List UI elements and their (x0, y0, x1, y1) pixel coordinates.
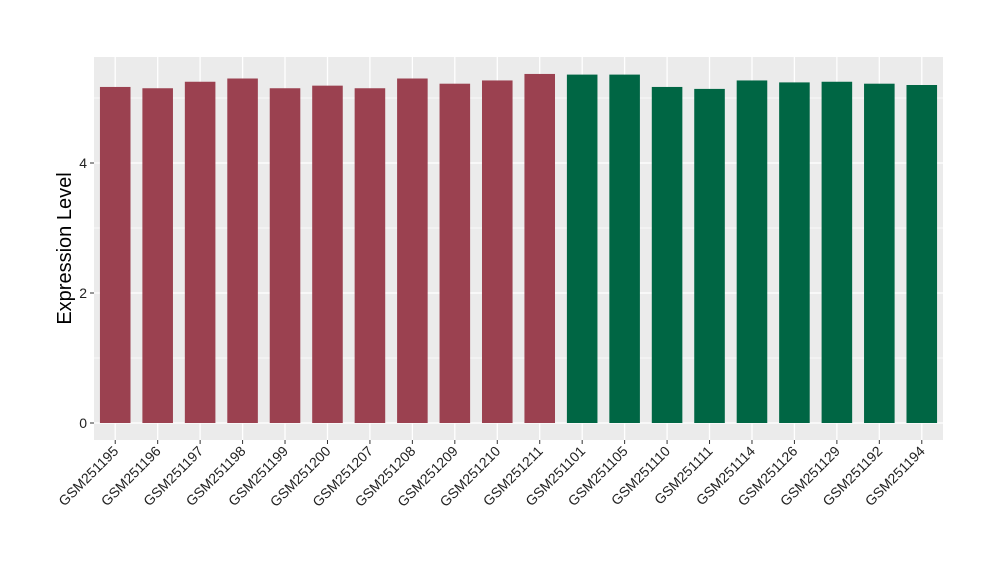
bar-GSM251197 (184, 81, 216, 423)
y-axis: 0 2 4 (79, 155, 94, 431)
bar-GSM251126 (779, 82, 810, 424)
bar-GSM251195 (99, 86, 131, 423)
bar-GSM251198 (227, 78, 258, 423)
bar-GSM251111 (694, 88, 725, 424)
y-tick-label: 0 (79, 415, 87, 431)
bar-GSM251196 (142, 88, 173, 423)
bar-GSM251207 (354, 88, 386, 423)
bar-GSM251211 (524, 73, 556, 423)
bar-GSM251200 (312, 85, 343, 424)
bar-GSM251192 (864, 83, 895, 423)
plot-panel (94, 57, 943, 440)
bar-GSM251129 (821, 81, 853, 423)
y-tick-label: 4 (79, 155, 87, 171)
bar-GSM251105 (609, 74, 640, 423)
y-axis-title: Expression Level (54, 172, 76, 324)
bar-GSM251199 (269, 88, 301, 423)
bar-GSM251110 (651, 86, 683, 423)
y-tick-label: 2 (79, 285, 87, 301)
bar-GSM251210 (481, 80, 513, 423)
bar-GSM251209 (439, 83, 471, 423)
bars (99, 73, 938, 424)
bar-GSM251101 (566, 74, 598, 423)
bar-GSM251114 (736, 80, 768, 423)
bar-GSM251208 (397, 78, 428, 423)
bar-GSM251194 (906, 85, 938, 423)
x-axis: GSM251195GSM251196GSM251197GSM251198GSM2… (55, 440, 928, 510)
